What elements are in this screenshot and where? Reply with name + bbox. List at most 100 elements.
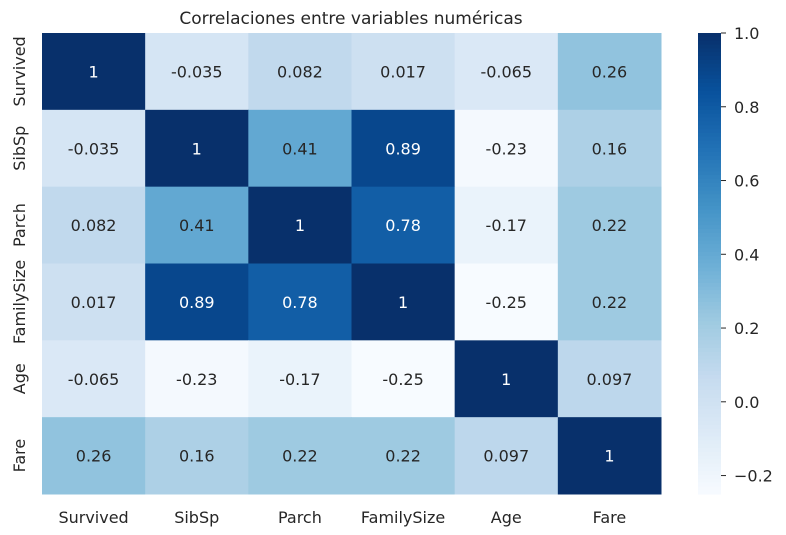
cell-label: 1 (295, 216, 305, 235)
colorbar-segment (698, 455, 721, 461)
y-tick-label: Age (10, 363, 29, 394)
cell-label: 0.78 (282, 293, 318, 312)
colorbar-segment (698, 259, 721, 265)
colorbar-segment (698, 374, 721, 380)
colorbar-segment (698, 155, 721, 161)
colorbar-segment (698, 386, 721, 391)
heatmap-cell (248, 417, 352, 495)
colorbar-segment (698, 267, 721, 272)
heatmap-cell (557, 340, 662, 418)
cell-label: 0.78 (385, 216, 421, 235)
cell-label: 0.082 (277, 62, 323, 81)
colorbar-segment (698, 240, 721, 245)
colorbar-segment (698, 113, 721, 119)
cell-label: 0.22 (282, 447, 318, 466)
y-tick-label: Fare (10, 439, 29, 473)
colorbar-segment (698, 75, 721, 80)
heatmap-cell (454, 186, 559, 264)
cell-label: 0.097 (483, 447, 529, 466)
colorbar-segment (698, 363, 721, 368)
colorbar-segment (698, 459, 721, 464)
colorbar-segment (698, 336, 721, 341)
heatmap-cell (351, 33, 456, 111)
colorbar-segment (698, 313, 721, 318)
x-tick-label: SibSp (174, 508, 219, 527)
colorbar-segment (698, 236, 721, 242)
colorbar: 1.0 0.8 0.6 0.4 0.2 0.0 −0.2 (698, 24, 773, 495)
heatmap-cell (42, 33, 146, 111)
colorbar-segment (698, 390, 721, 395)
heatmap-cell (351, 340, 456, 418)
cell-label: 0.26 (76, 447, 112, 466)
colorbar-segment (698, 209, 721, 215)
colorbar-segment (698, 178, 721, 184)
colorbar-segment (698, 263, 721, 268)
y-axis: Survived SibSp Parch FamilySize Age Fare (10, 36, 29, 472)
cell-label: -0.17 (486, 216, 527, 235)
colorbar-segment (698, 67, 721, 73)
colorbar-segment (698, 382, 721, 388)
colorbar-segment (698, 52, 721, 57)
colorbar-segment (698, 244, 721, 249)
colorbar-segment (698, 340, 721, 345)
cell-label: 1 (398, 293, 408, 312)
colorbar-segment (698, 409, 721, 414)
colorbar-segment (698, 470, 721, 476)
colorbar-segment (698, 378, 721, 384)
colorbar-segment (698, 417, 721, 422)
colorbar-segment (698, 413, 721, 418)
cell-label: 0.22 (592, 216, 628, 235)
colorbar-segment (698, 132, 721, 138)
colorbar-segment (698, 82, 721, 88)
y-tick-label: FamilySize (10, 260, 29, 344)
heatmap-cell (248, 186, 352, 264)
cell-label: 0.89 (179, 293, 215, 312)
heatmap-cell (454, 340, 559, 418)
colorbar-segment (698, 401, 721, 407)
colorbar-segment (698, 98, 721, 103)
cell-label: 0.16 (179, 447, 215, 466)
colorbar-segment (698, 348, 721, 353)
colorbar-segment (698, 317, 721, 322)
colorbar-segment (698, 490, 721, 495)
colorbar-segment (698, 290, 721, 295)
colorbar-segment (698, 136, 721, 142)
colorbar-segment (698, 286, 721, 291)
heatmap-cell (145, 109, 249, 188)
y-tick-label: Survived (10, 36, 29, 106)
colorbar-segment (698, 40, 721, 46)
cell-label: -0.25 (382, 370, 423, 389)
colorbar-segment (698, 148, 721, 153)
heatmap-cell (454, 417, 559, 495)
colorbar-tick-label: 1.0 (734, 24, 759, 43)
colorbar-segment (698, 271, 721, 276)
heatmap-cell (42, 340, 146, 418)
cell-label: -0.035 (68, 139, 120, 158)
colorbar-segment (698, 44, 721, 49)
y-tick-label: SibSp (10, 126, 29, 171)
colorbar-segment (698, 324, 721, 330)
colorbar-segment (698, 432, 721, 437)
colorbar-segment (698, 440, 721, 445)
colorbar-segment (698, 217, 721, 222)
colorbar-segment (698, 328, 721, 334)
cell-label: 0.89 (385, 139, 421, 158)
colorbar-segment (698, 63, 721, 69)
heatmap-cell (351, 109, 456, 188)
colorbar-segment (698, 321, 721, 326)
colorbar-segment (698, 478, 721, 484)
colorbar-segment (698, 225, 721, 230)
colorbar-segment (698, 182, 721, 188)
colorbar-tick-label: −0.2 (734, 467, 773, 486)
colorbar-segment (698, 344, 721, 349)
heatmap-cell (248, 33, 352, 111)
colorbar-segment (698, 248, 721, 253)
heatmap-cell (557, 417, 662, 495)
cell-label: -0.17 (279, 370, 320, 389)
colorbar-segment (698, 228, 721, 234)
colorbar-segment (698, 298, 721, 303)
colorbar-segment (698, 421, 721, 426)
colorbar-segment (698, 447, 721, 453)
colorbar-segment (698, 467, 721, 472)
